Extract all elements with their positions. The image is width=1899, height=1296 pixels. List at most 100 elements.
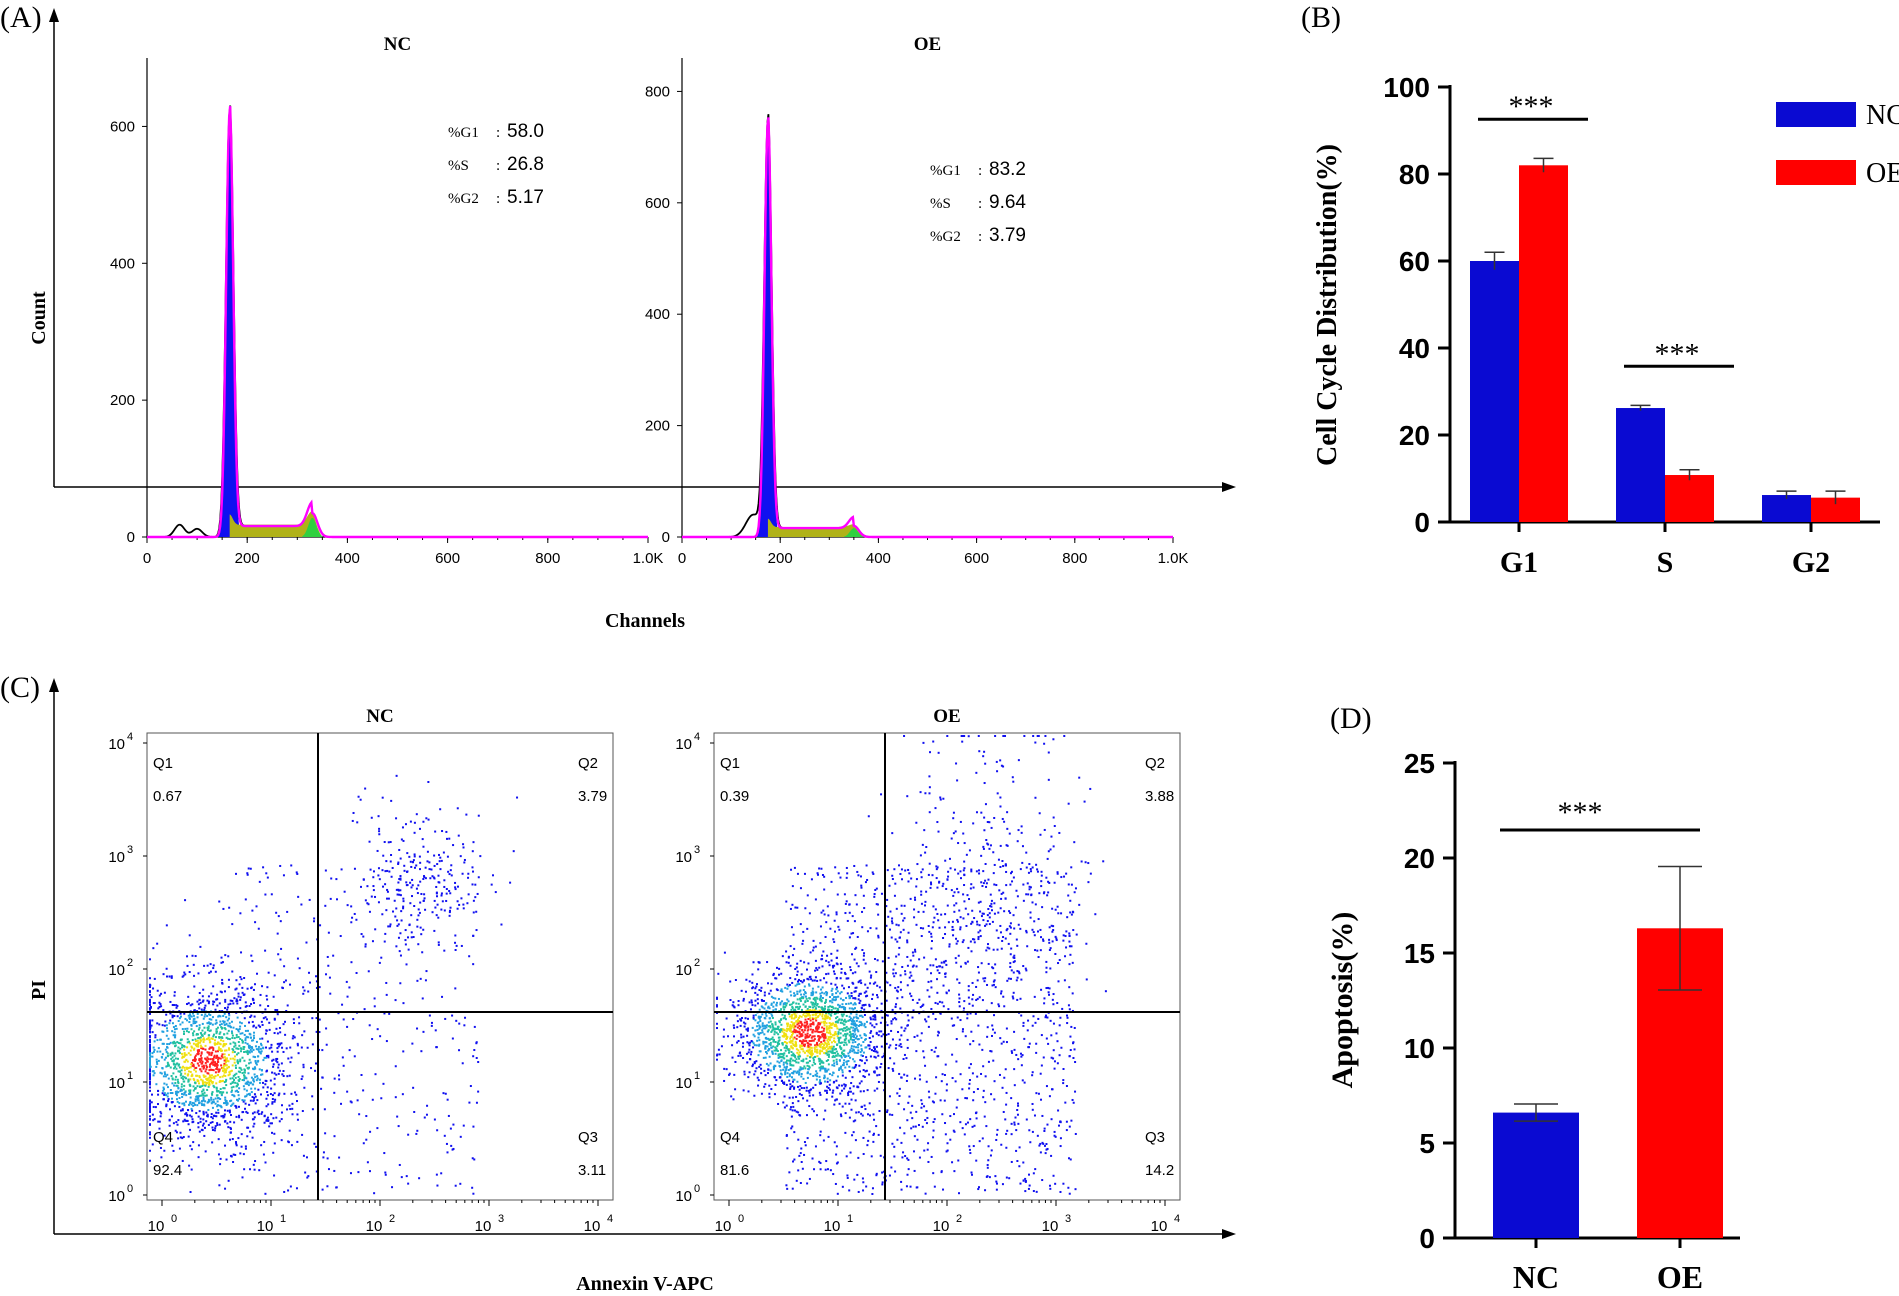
event-dot: [444, 1092, 447, 1095]
event-dot: [402, 900, 405, 903]
event-dot: [757, 1054, 760, 1057]
event-dot: [820, 1030, 823, 1033]
event-dot: [229, 1127, 232, 1130]
event-dot: [357, 795, 360, 798]
event-dot: [869, 1055, 872, 1058]
event-dot: [844, 1006, 847, 1009]
event-dot: [1036, 870, 1039, 873]
event-dot: [899, 1043, 902, 1046]
event-dot: [175, 1067, 178, 1070]
event-dot: [235, 987, 238, 990]
event-dot: [934, 807, 937, 810]
event-dot: [430, 868, 433, 871]
event-dot: [847, 1039, 850, 1042]
event-dot: [812, 1039, 815, 1042]
event-dot: [223, 1044, 226, 1047]
event-dot: [207, 1036, 210, 1039]
event-dot: [716, 1022, 718, 1025]
event-dot: [957, 954, 960, 957]
event-dot: [296, 957, 299, 960]
event-dot: [832, 1173, 835, 1176]
event-dot: [855, 1027, 858, 1030]
event-dot: [206, 1015, 209, 1018]
event-dot: [326, 955, 329, 958]
event-dot: [258, 1050, 261, 1053]
event-dot: [796, 983, 799, 986]
event-dot: [876, 994, 879, 997]
event-dot: [1010, 870, 1013, 873]
event-dot: [202, 1074, 205, 1077]
event-dot: [920, 902, 923, 905]
event-dot: [981, 912, 984, 915]
event-dot: [319, 924, 322, 927]
dotplot-frame: [713, 732, 1181, 1201]
event-dot: [780, 1023, 783, 1026]
event-dot: [225, 1158, 228, 1161]
event-dot: [218, 1036, 221, 1039]
event-dot: [182, 1065, 185, 1068]
event-dot: [970, 950, 973, 953]
event-dot: [827, 1031, 830, 1034]
event-dot: [271, 1094, 274, 1097]
bar-x-tick-label: G2: [1792, 546, 1830, 579]
event-dot: [1010, 947, 1013, 950]
event-dot: [924, 904, 927, 907]
dotplot-y-tick-base: 10: [108, 1075, 125, 1092]
event-dot: [192, 1048, 195, 1051]
event-dot: [217, 1138, 220, 1141]
event-dot: [355, 918, 358, 921]
event-dot: [168, 1022, 171, 1025]
event-dot: [410, 931, 413, 934]
event-dot: [245, 1064, 248, 1067]
event-dot: [426, 1104, 429, 1107]
event-dot: [979, 935, 982, 938]
stat-value: 26.8: [507, 154, 544, 175]
event-dot: [218, 1080, 221, 1083]
event-dot: [984, 862, 987, 865]
event-dot: [779, 1052, 782, 1055]
event-dot: [799, 998, 802, 1001]
event-dot: [798, 1051, 801, 1054]
event-dot: [930, 980, 933, 983]
bar-y-tick-label: 0: [1414, 507, 1430, 538]
event-dot: [845, 1033, 848, 1036]
event-dot: [321, 1049, 324, 1052]
stat-colon: :: [496, 125, 500, 141]
event-dot: [1030, 894, 1033, 897]
event-dot: [777, 1102, 780, 1105]
event-dot: [207, 1025, 210, 1028]
event-dot: [232, 1102, 235, 1105]
event-dot: [378, 833, 381, 836]
event-dot: [785, 1035, 788, 1038]
event-dot: [882, 1170, 885, 1173]
event-dot: [801, 1167, 804, 1170]
event-dot: [149, 1136, 151, 1139]
event-dot: [337, 1012, 340, 1015]
event-dot: [397, 936, 400, 939]
event-dot: [233, 1045, 236, 1048]
event-dot: [197, 1045, 200, 1048]
event-dot: [772, 1026, 775, 1029]
event-dot: [155, 1065, 158, 1068]
event-dot: [222, 1114, 225, 1117]
event-dot: [845, 1025, 848, 1028]
event-dot: [333, 1135, 336, 1138]
event-dot: [804, 1036, 807, 1039]
event-dot: [215, 1115, 218, 1118]
event-dot: [243, 1099, 246, 1102]
event-dot: [743, 1025, 746, 1028]
event-dot: [963, 900, 966, 903]
event-dot: [235, 998, 238, 1001]
event-dot: [372, 870, 375, 873]
event-dot: [757, 1032, 760, 1035]
event-dot: [770, 1013, 773, 1016]
event-dot: [774, 1052, 777, 1055]
event-dot: [1034, 741, 1037, 744]
event-dot: [257, 1088, 260, 1091]
event-dot: [794, 1029, 797, 1032]
event-dot: [1002, 765, 1005, 768]
event-dot: [275, 1116, 278, 1119]
event-dot: [204, 1013, 207, 1016]
event-dot: [235, 979, 238, 982]
event-dot: [219, 1023, 222, 1026]
